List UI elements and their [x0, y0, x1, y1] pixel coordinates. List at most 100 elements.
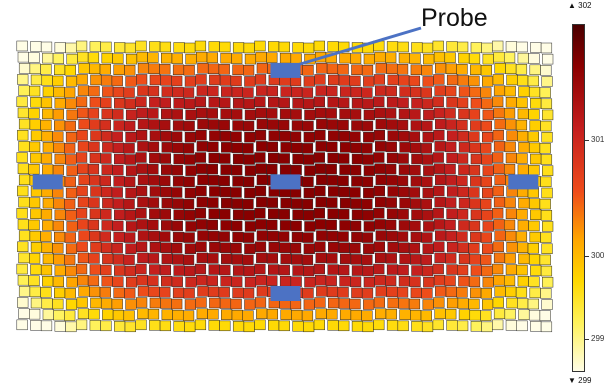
heatmap-cell [136, 297, 148, 308]
heatmap-cell [328, 242, 340, 253]
heatmap-cell [219, 209, 231, 220]
heatmap-cell [303, 98, 315, 109]
heatmap-cell [219, 97, 231, 108]
heatmap-cell [54, 321, 66, 332]
heatmap-cell [136, 185, 148, 197]
heatmap-cell [398, 130, 410, 142]
heatmap-cell [159, 153, 172, 164]
heatmap-cell [123, 143, 135, 154]
heatmap-cell [457, 264, 469, 276]
heatmap-cell [195, 74, 207, 85]
heatmap-cell [256, 230, 268, 241]
heatmap-cell [328, 297, 340, 309]
heatmap-cell [41, 75, 53, 86]
heatmap-cell [18, 85, 30, 96]
heatmap-cell [385, 219, 397, 231]
heatmap-cell [161, 253, 173, 265]
heatmap-cell [113, 64, 125, 76]
heatmap-cell [303, 42, 315, 54]
heatmap-cell [314, 74, 326, 85]
heatmap-cell [350, 254, 362, 265]
heatmap-cell [232, 209, 245, 221]
heatmap-cell [480, 143, 492, 154]
heatmap-cell [219, 242, 232, 253]
heatmap-cell [457, 75, 469, 86]
heatmap-cell [482, 109, 494, 121]
heatmap-cell [411, 209, 423, 221]
heatmap-cell [315, 141, 327, 152]
heatmap-cell [446, 208, 458, 220]
heatmap-cell [386, 286, 398, 298]
heatmap-cell [337, 119, 349, 131]
heatmap-cell [349, 243, 361, 254]
heatmap-cell [171, 298, 183, 310]
heatmap-cell [505, 208, 517, 220]
heatmap-cell [422, 243, 434, 254]
heatmap-cell [482, 165, 494, 176]
heatmap-cell [373, 96, 385, 107]
heatmap-cell [114, 153, 126, 165]
heatmap-cell [445, 197, 457, 208]
heatmap-cell [172, 198, 184, 209]
heatmap-cell [135, 40, 147, 52]
heatmap-cell [124, 288, 136, 299]
heatmap-cell [255, 163, 267, 174]
heatmap-cell [184, 243, 196, 254]
heatmap-cell [480, 176, 493, 188]
heatmap-cell [137, 252, 149, 264]
heatmap-cell [17, 107, 29, 119]
heatmap-cell [219, 41, 231, 53]
heatmap-cell [432, 263, 444, 275]
heatmap-cell [136, 219, 148, 230]
heatmap-cell [28, 108, 40, 119]
heatmap-cell [435, 63, 447, 74]
heatmap-cell [423, 53, 435, 65]
heatmap-cell [420, 254, 432, 266]
heatmap-cell [29, 119, 41, 130]
heatmap-cell [148, 119, 160, 130]
heatmap-cell [338, 130, 350, 142]
heatmap-cell [456, 119, 468, 131]
heatmap-cell [411, 98, 423, 109]
heatmap-cell [173, 209, 185, 221]
heatmap-cell [420, 310, 432, 321]
colorbar-tick [584, 140, 589, 142]
heatmap-cell [254, 40, 266, 52]
heatmap-cell [54, 265, 66, 276]
heatmap-cell [266, 52, 278, 63]
heatmap-cell [243, 210, 255, 221]
heatmap-cell [136, 51, 148, 63]
heatmap-cell [470, 321, 482, 332]
heatmap-cell [446, 41, 458, 52]
heatmap-cell [505, 286, 517, 298]
heatmap-cell [337, 231, 349, 242]
heatmap-cell [482, 243, 494, 254]
heatmap-cell [350, 109, 362, 120]
heatmap-cell [231, 142, 243, 154]
heatmap-cell [315, 196, 327, 208]
heatmap-cell [242, 87, 254, 98]
heatmap-cell [242, 143, 254, 154]
heatmap-cell [494, 63, 506, 74]
heatmap-cell [183, 232, 195, 243]
heatmap-cell [125, 109, 138, 121]
heatmap-cell [373, 319, 385, 331]
heatmap-cell [420, 143, 432, 154]
heatmap-cell [172, 142, 184, 154]
heatmap-cell [468, 187, 480, 198]
heatmap-cell [505, 230, 517, 242]
heatmap-cell [30, 264, 42, 275]
heatmap-cell [123, 87, 135, 98]
heatmap-cell [361, 288, 374, 299]
heatmap-cell [301, 198, 314, 210]
heatmap-cell [480, 288, 493, 299]
heatmap-cell [135, 263, 147, 275]
heatmap-cell [18, 118, 31, 130]
heatmap-cell [54, 120, 66, 131]
heatmap-cell [232, 98, 245, 109]
heatmap-cell [18, 174, 31, 186]
heatmap-cell [518, 253, 530, 265]
heatmap-cell [446, 97, 458, 108]
heatmap-cell [542, 221, 554, 232]
heatmap-cell [16, 152, 28, 163]
